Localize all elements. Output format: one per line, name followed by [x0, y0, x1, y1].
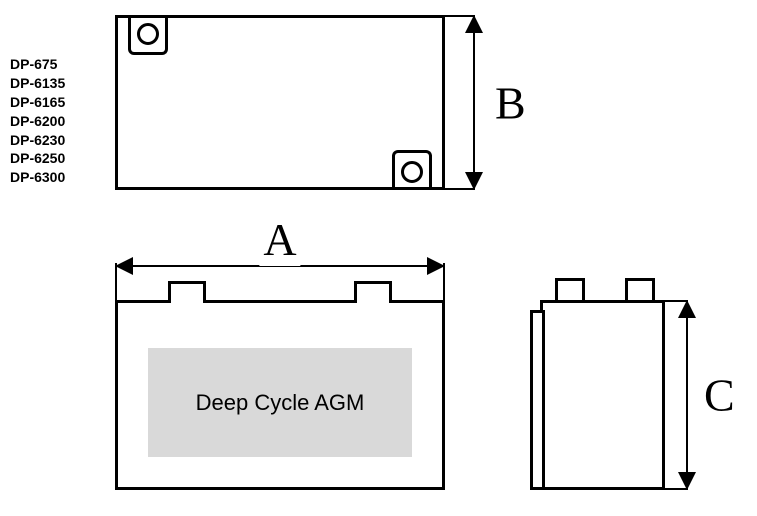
side-body-front — [530, 310, 545, 490]
terminal-top-left — [128, 15, 168, 55]
model-number: DP-6300 — [10, 168, 65, 187]
dimension-c-label: C — [704, 369, 735, 422]
dimension-b: B — [465, 15, 505, 190]
battery-top-view — [115, 15, 445, 190]
battery-side-view — [530, 300, 665, 490]
model-number: DP-6165 — [10, 93, 65, 112]
terminal-post — [354, 281, 392, 303]
dimension-c: C — [680, 300, 720, 490]
battery-label-plate: Deep Cycle AGM — [148, 348, 412, 457]
terminal-post — [555, 278, 585, 300]
battery-front-view: Deep Cycle AGM — [115, 300, 445, 490]
dimension-a-label: A — [259, 213, 300, 266]
terminal-ring-icon — [401, 161, 423, 183]
dimension-b-label: B — [495, 76, 526, 129]
side-body-back — [540, 300, 665, 490]
model-number: DP-675 — [10, 55, 65, 74]
model-number: DP-6230 — [10, 131, 65, 150]
model-number: DP-6250 — [10, 149, 65, 168]
model-number-list: DP-675 DP-6135 DP-6165 DP-6200 DP-6230 D… — [10, 55, 65, 187]
model-number: DP-6135 — [10, 74, 65, 93]
dimension-a: A — [115, 245, 445, 285]
terminal-post — [625, 278, 655, 300]
battery-label-text: Deep Cycle AGM — [196, 390, 365, 416]
model-number: DP-6200 — [10, 112, 65, 131]
terminal-post — [168, 281, 206, 303]
terminal-bottom-right — [392, 150, 432, 190]
terminal-ring-icon — [137, 23, 159, 45]
